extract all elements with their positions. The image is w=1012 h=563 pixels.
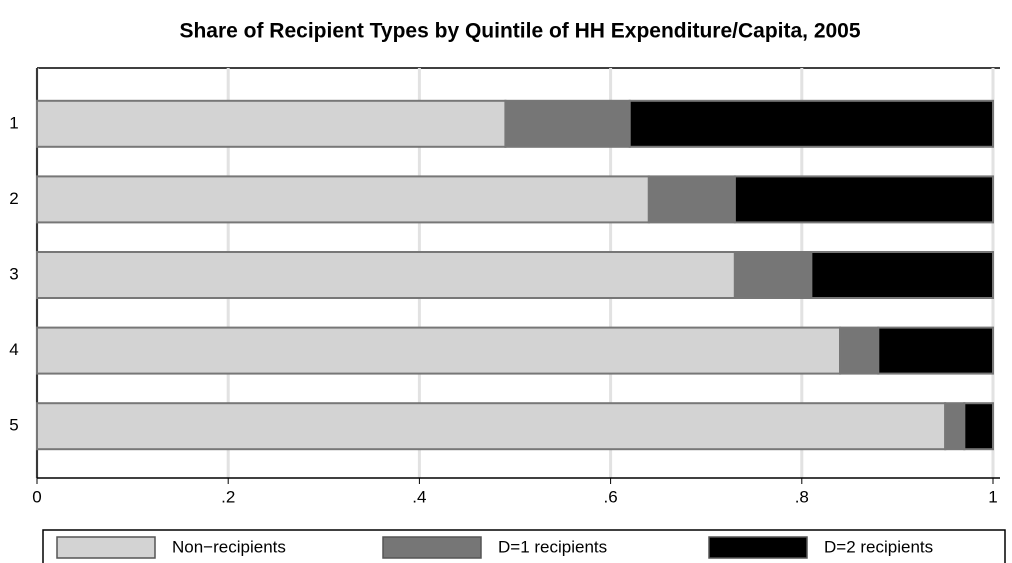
y-tick-label: 1 xyxy=(9,113,18,132)
y-tick-label: 5 xyxy=(9,416,18,435)
x-tick-label: .8 xyxy=(795,487,809,506)
x-tick-label: 1 xyxy=(988,487,997,506)
legend-label: Non−recipients xyxy=(172,537,286,556)
x-tick-label: 0 xyxy=(32,487,41,506)
bar-segment xyxy=(36,402,947,451)
legend-swatch xyxy=(56,536,156,559)
legend-label: D=2 recipients xyxy=(824,537,933,556)
y-tick-label: 3 xyxy=(9,264,18,283)
bar-segment xyxy=(36,251,736,299)
bar-segment xyxy=(877,326,995,375)
x-tick-label: .4 xyxy=(412,487,426,506)
bar-segment xyxy=(963,402,995,451)
bar-segment xyxy=(944,402,966,451)
legend-swatch xyxy=(382,536,482,559)
bar-segment xyxy=(36,99,507,148)
bar-segment xyxy=(628,99,994,148)
chart-title: Share of Recipient Types by Quintile of … xyxy=(179,20,860,43)
legend-box xyxy=(42,529,1006,563)
bar-segment xyxy=(36,326,842,375)
legend-label: D=1 recipients xyxy=(498,537,607,556)
bar-segment xyxy=(733,251,813,299)
bar-segment xyxy=(839,326,880,375)
x-tick-label: .6 xyxy=(604,487,618,506)
x-tick-label: .2 xyxy=(221,487,235,506)
bar-segment xyxy=(733,175,994,224)
legend-swatch xyxy=(708,536,808,559)
y-tick-label: 4 xyxy=(9,340,18,359)
bar-segment xyxy=(504,99,631,148)
y-tick-label: 2 xyxy=(9,189,18,208)
bar-segment xyxy=(647,175,736,224)
bar-segment xyxy=(810,251,994,299)
bar-segment xyxy=(36,175,650,224)
